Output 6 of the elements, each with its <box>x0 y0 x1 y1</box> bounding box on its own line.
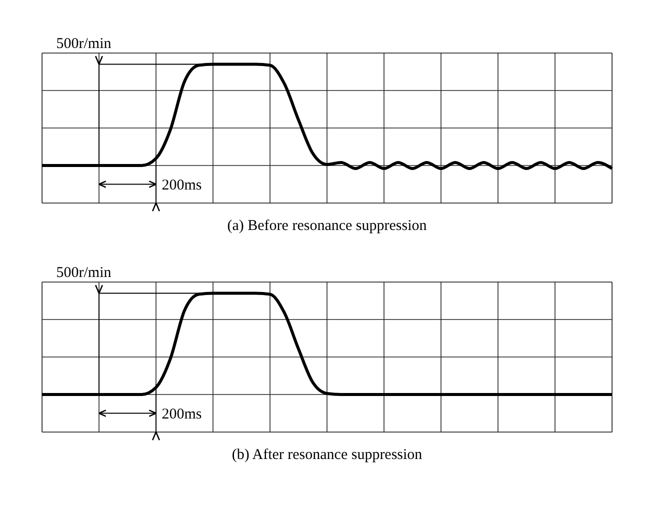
text: (b) After resonance suppression <box>232 446 423 463</box>
text: 500r/min <box>56 264 112 281</box>
text: 200ms <box>162 406 202 422</box>
text: 500r/min <box>56 36 112 52</box>
text: (a) Before resonance suppression <box>227 218 428 234</box>
text: 200ms <box>162 177 202 194</box>
